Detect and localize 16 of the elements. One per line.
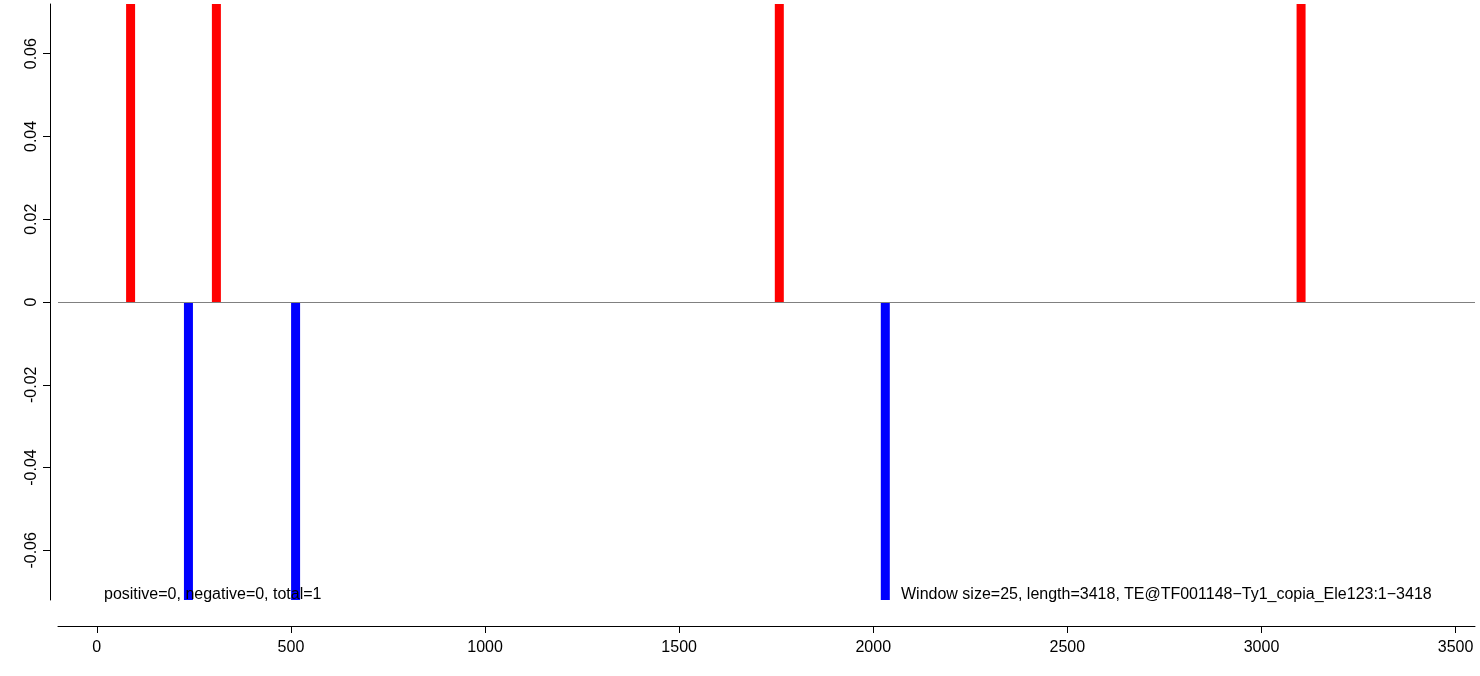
annotation: Window size=25, length=3418, TE@TF001148−Ty1_copia_Ele123:1−3418 [901, 584, 1432, 603]
x-tick-label: 500 [277, 637, 305, 655]
y-tick-label: -0.02 [21, 366, 39, 404]
y-tick-label: 0.04 [21, 120, 39, 153]
x-tick-label: 0 [92, 637, 102, 655]
x-tick-label: 2000 [855, 637, 892, 655]
x-tick-label: 3500 [1437, 637, 1474, 655]
x-tick-label: 2500 [1049, 637, 1086, 655]
y-tick-label: -0.06 [21, 532, 39, 569]
y-tick-label: 0.06 [21, 37, 39, 70]
y-tick-label: -0.04 [21, 449, 39, 486]
y-tick-label: 0.02 [21, 203, 39, 235]
y-tick-label: 0 [21, 297, 39, 307]
x-tick-label: 1000 [467, 637, 503, 655]
x-tick-label: 1500 [661, 637, 698, 655]
x-tick-label: 3000 [1243, 637, 1280, 655]
